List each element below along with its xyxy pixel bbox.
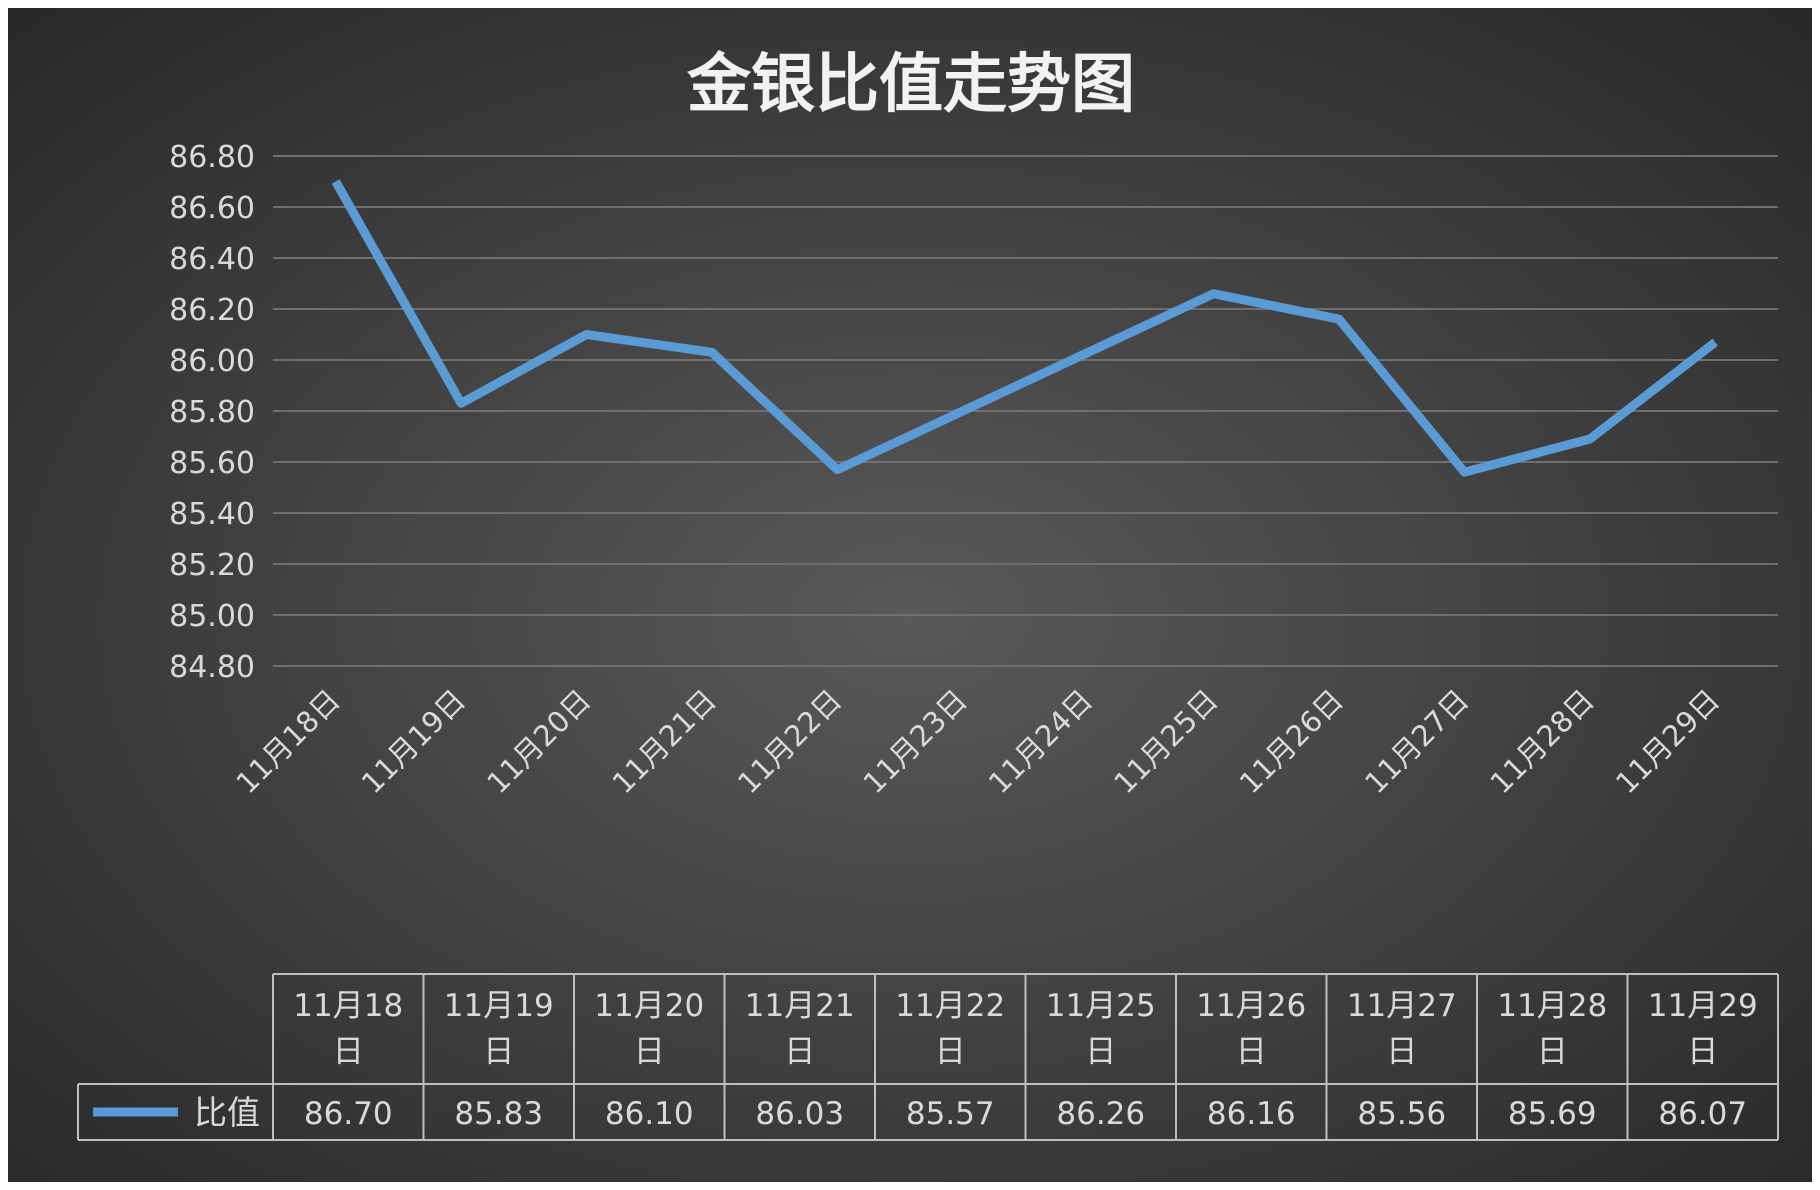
y-tick-label: 86.20 — [169, 293, 255, 328]
table-header-cell-suffix: 日 — [634, 1034, 665, 1070]
y-tick-label: 85.80 — [169, 395, 255, 430]
table-header-cell: 11月27 — [1347, 988, 1457, 1024]
table-header-cell: 11月29 — [1648, 988, 1758, 1024]
y-tick-label: 85.20 — [169, 548, 255, 583]
y-tick-label: 85.60 — [169, 446, 255, 481]
table-header-cell: 11月28 — [1497, 988, 1607, 1024]
table-header-cell: 11月22 — [895, 988, 1005, 1024]
table-header-cell-suffix: 日 — [1085, 1034, 1116, 1070]
y-axis-labels: 86.80 86.60 86.40 86.20 86.00 85.80 85.60 85.40… — [169, 140, 255, 685]
y-tick-label: 86.60 — [169, 191, 255, 226]
y-tick-label: 86.40 — [169, 242, 255, 277]
legend-label: 比值 — [194, 1093, 260, 1132]
gridlines — [273, 155, 1778, 667]
table-header-cell-suffix: 日 — [1537, 1034, 1568, 1070]
table-value-cell: 86.07 — [1658, 1096, 1747, 1132]
table-header-cell: 11月18 — [293, 988, 403, 1024]
series-line — [331, 179, 1719, 477]
y-tick-label: 86.80 — [169, 140, 255, 175]
table-header-cell-suffix: 日 — [1386, 1034, 1417, 1070]
y-tick-label: 84.80 — [169, 650, 255, 685]
table-header-cell-suffix: 日 — [333, 1034, 364, 1070]
table-value-cell: 85.57 — [906, 1096, 995, 1132]
data-table: 11月18 日 86.70 11月19 日 85.83 11月20 日 86.10 11月21 日 8… — [77, 973, 1779, 1141]
chart-frame: 金银比值走势图 86.80 86.60 86.40 86.20 86.00 85.80 85… — [8, 8, 1812, 1182]
chart-background — [8, 8, 1812, 1182]
table-value-cell: 86.10 — [605, 1096, 694, 1132]
table-value-cell: 85.56 — [1357, 1096, 1446, 1132]
table-value-cell: 86.03 — [755, 1096, 844, 1132]
line-chart: 金银比值走势图 86.80 86.60 86.40 86.20 86.00 85.80 85… — [8, 8, 1812, 1182]
y-tick-label: 86.00 — [169, 344, 255, 379]
table-value-cell: 86.16 — [1207, 1096, 1296, 1132]
table-header-cell-suffix: 日 — [784, 1034, 815, 1070]
table-header-cell: 11月21 — [745, 988, 855, 1024]
series-layer — [331, 179, 1719, 477]
table-header-cell: 11月25 — [1046, 988, 1156, 1024]
table-value-cell: 85.69 — [1508, 1096, 1597, 1132]
table-header-cell: 11月26 — [1196, 988, 1306, 1024]
table-value-cell: 86.70 — [304, 1096, 393, 1132]
chart-title: 金银比值走势图 — [686, 48, 1135, 122]
table-value-cell: 86.26 — [1056, 1096, 1145, 1132]
table-header-cell: 11月19 — [444, 988, 554, 1024]
table-header-cell-suffix: 日 — [935, 1034, 966, 1070]
table-value-cell: 85.83 — [454, 1096, 543, 1132]
table-header-cell-suffix: 日 — [483, 1034, 514, 1070]
y-tick-label: 85.00 — [169, 599, 255, 634]
table-header-cell: 11月20 — [594, 988, 704, 1024]
y-tick-label: 85.40 — [169, 497, 255, 532]
table-header-cell-suffix: 日 — [1236, 1034, 1267, 1070]
table-header-cell-suffix: 日 — [1687, 1034, 1718, 1070]
